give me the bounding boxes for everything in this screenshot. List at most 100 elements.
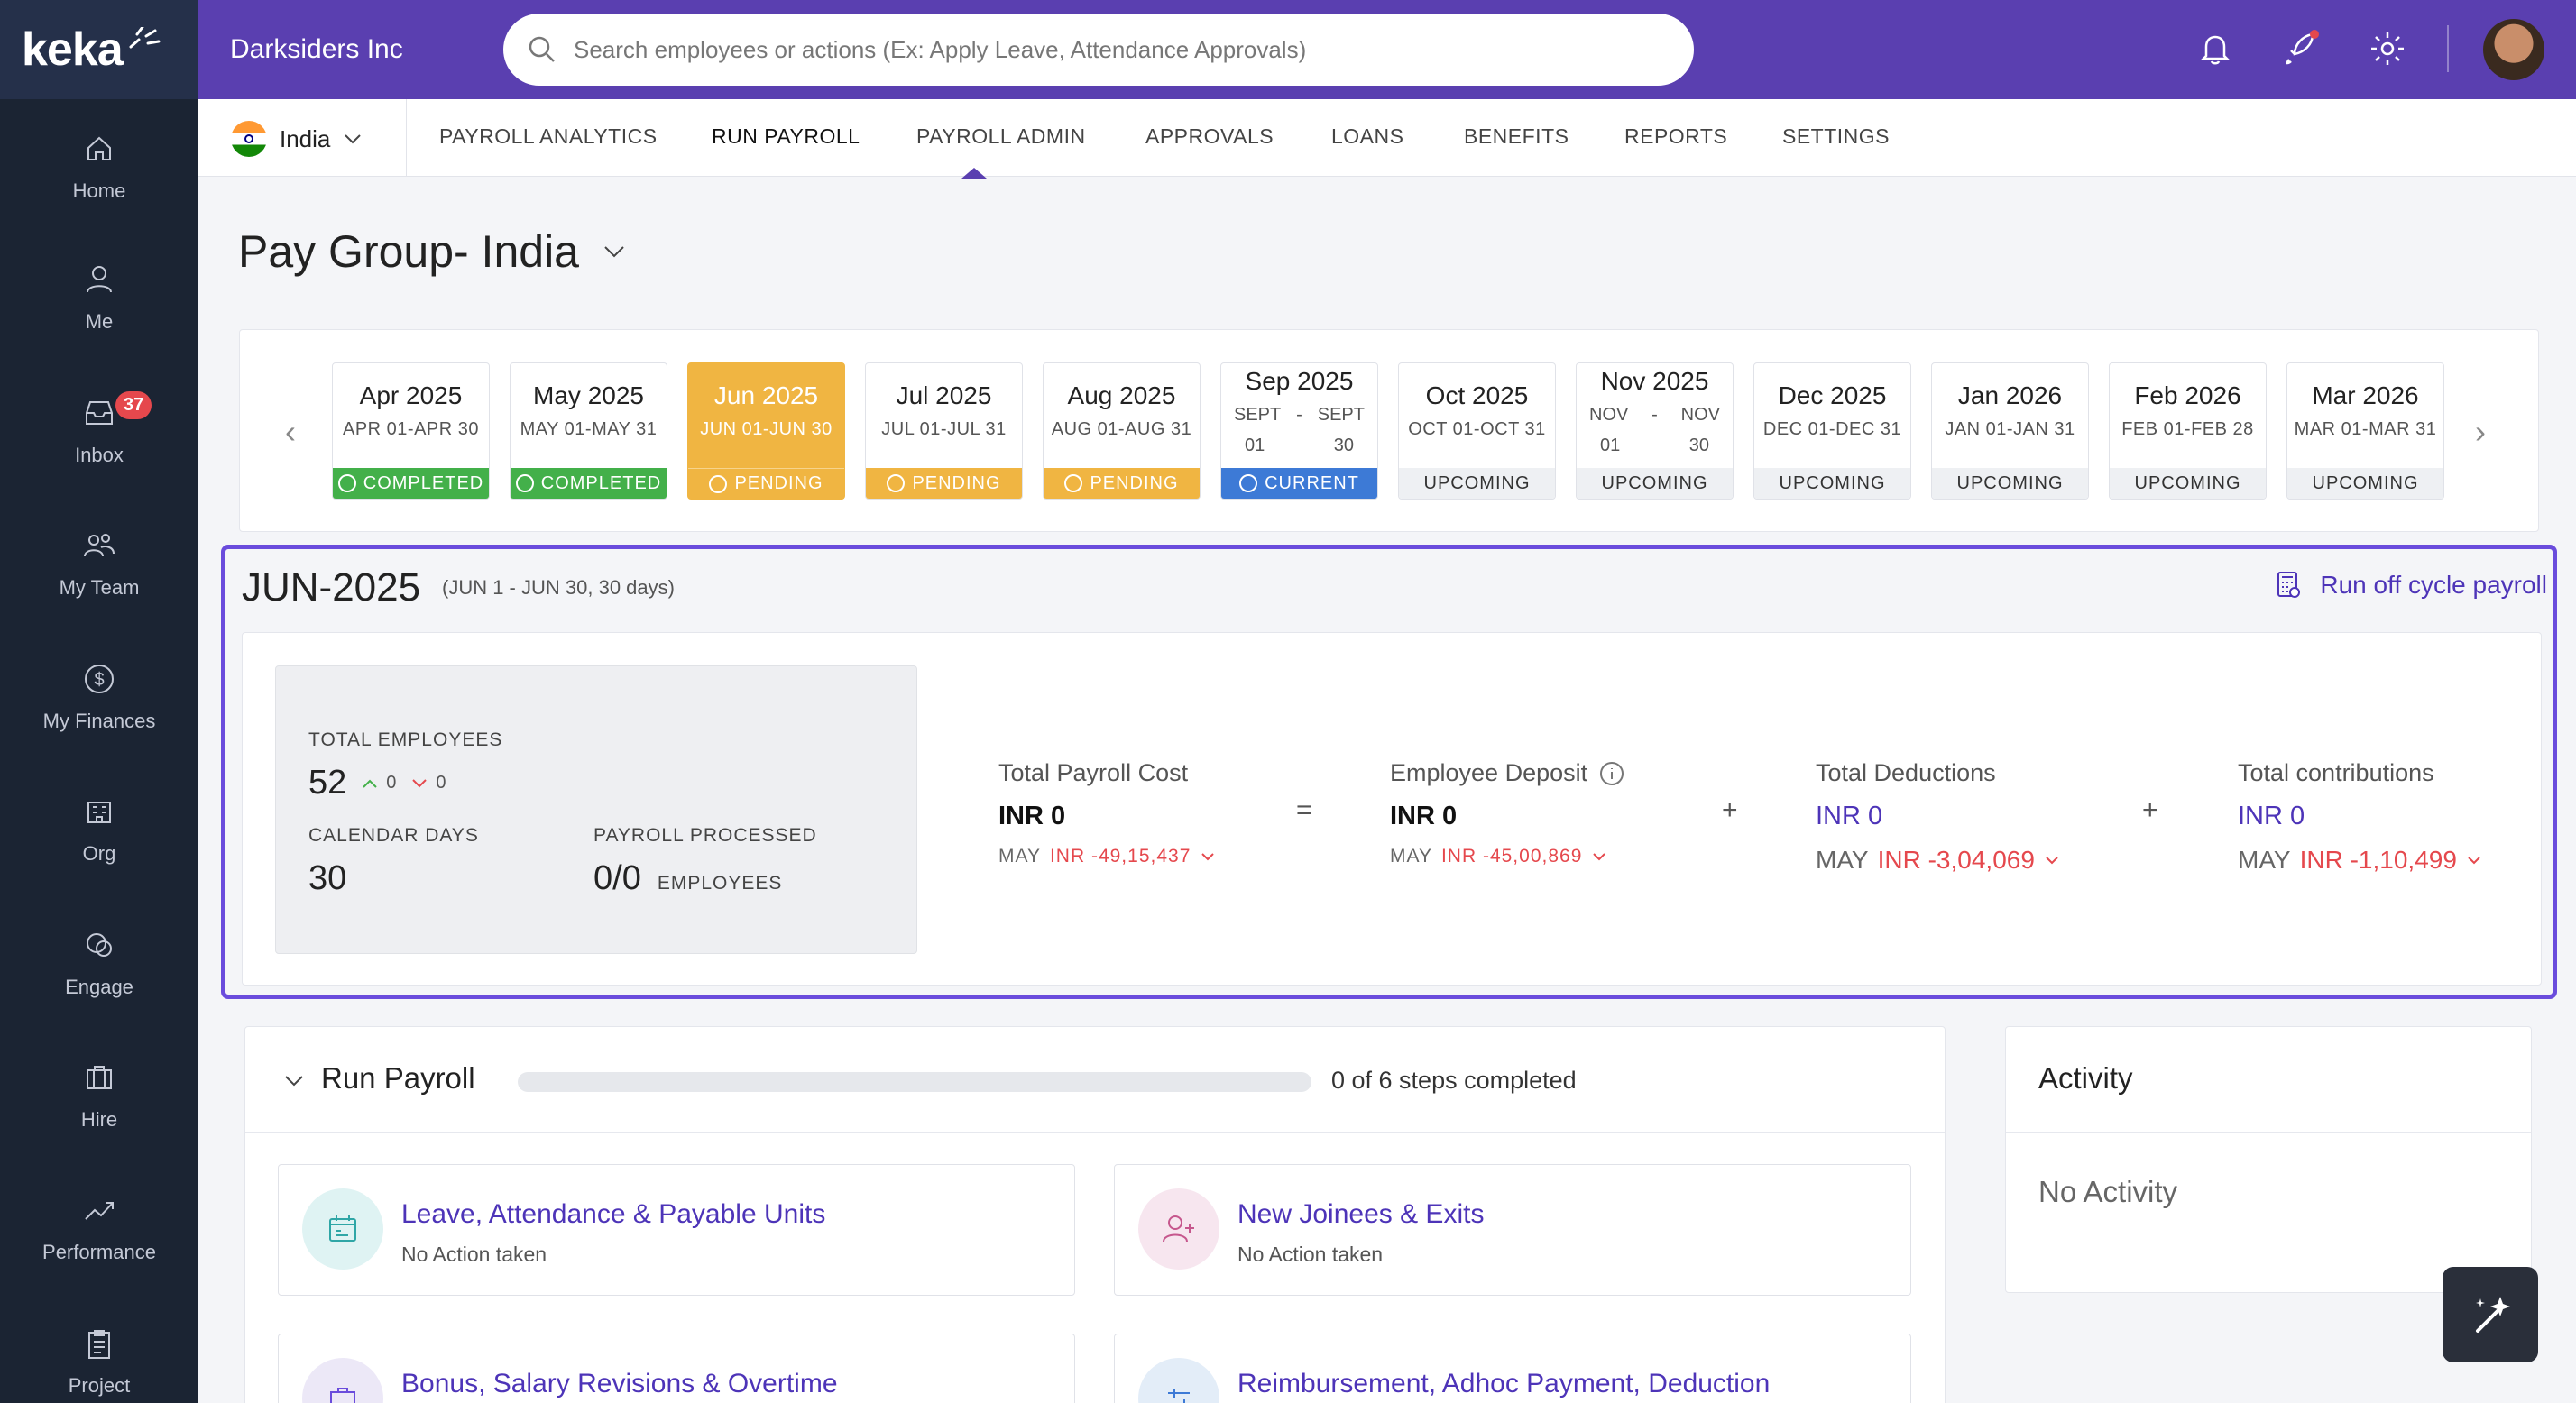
search-icon xyxy=(529,36,555,62)
chevron-left-icon[interactable]: ‹ xyxy=(285,413,296,450)
tab-benefits[interactable]: BENEFITS xyxy=(1464,124,1569,148)
inbox-icon xyxy=(86,401,113,425)
month-card[interactable]: Jul 2025 JUL 01-JUL 31 PENDING xyxy=(865,362,1023,500)
search-input[interactable] xyxy=(574,35,1694,64)
logo[interactable]: keka xyxy=(0,0,198,99)
tab-loans[interactable]: LOANS xyxy=(1331,124,1404,148)
month-card[interactable]: Jan 2026 JAN 01-JAN 31 UPCOMING xyxy=(1931,362,2089,500)
sidebar-item-engage[interactable]: Engage xyxy=(0,927,198,1044)
sidebar-item-performance[interactable]: Performance xyxy=(0,1192,198,1309)
month-name: Jul 2025 xyxy=(896,381,992,409)
prev-label: MAY xyxy=(998,846,1041,867)
sidebar-item-my-team[interactable]: My Team xyxy=(0,527,198,645)
month-card[interactable]: Apr 2025 APR 01-APR 30 COMPLETED xyxy=(332,362,490,500)
info-icon[interactable] xyxy=(1598,760,1625,787)
metric-total-deductions: Total Deductions INR 0 MAY INR -3,04,069 xyxy=(1816,759,2060,875)
month-name: Sep 2025 xyxy=(1245,367,1354,395)
chevron-down-icon[interactable] xyxy=(283,1074,305,1088)
chevron-down-icon xyxy=(604,246,624,258)
month-card[interactable]: May 2025 MAY 01-MAY 31 COMPLETED xyxy=(510,362,667,500)
run-payroll-header: Run Payroll 0 of 6 steps completed xyxy=(245,1027,1945,1133)
status-label: UPCOMING xyxy=(2134,472,2241,493)
month-card[interactable]: Sep 2025 SEPT - SEPT 01 30 CURRENT xyxy=(1220,362,1378,500)
alert-circle-icon xyxy=(709,474,728,493)
month-card[interactable]: Oct 2025 OCT 01-OCT 31 UPCOMING xyxy=(1398,362,1556,500)
sidebar-item-inbox[interactable]: 37 Inbox xyxy=(0,391,198,512)
prev-value: INR -49,15,437 xyxy=(1049,846,1191,867)
sidebar-item-label: Performance xyxy=(42,1241,156,1263)
range-part: NOV xyxy=(1589,405,1629,425)
sidebar-item-org[interactable]: Org xyxy=(0,793,198,911)
sidebar-item-label: Org xyxy=(82,842,116,865)
status-label: PENDING xyxy=(734,473,823,493)
status-badge: PENDING xyxy=(866,468,1022,499)
tab-nav: India PAYROLL ANALYTICS RUN PAYROLL PAYR… xyxy=(198,99,2576,179)
month-name: Oct 2025 xyxy=(1425,381,1529,409)
step-title: New Joinees & Exits xyxy=(1237,1199,1485,1229)
company-name[interactable]: Darksiders Inc xyxy=(230,34,403,64)
bell-icon[interactable] xyxy=(2194,27,2237,70)
period-title: JUN-2025 xyxy=(242,565,421,610)
metric-previous[interactable]: MAY INR -45,00,869 xyxy=(1390,846,1625,867)
metric-previous[interactable]: MAY INR -49,15,437 xyxy=(998,846,1216,867)
country-selector[interactable]: India xyxy=(231,117,388,160)
range-part: 30 xyxy=(1333,436,1354,455)
tab-payroll-admin[interactable]: PAYROLL ADMIN xyxy=(916,124,1086,148)
run-payroll-title: Run Payroll xyxy=(321,1061,475,1095)
sidebar-item-my-finances[interactable]: $ My Finances xyxy=(0,661,198,778)
status-label: UPCOMING xyxy=(1423,472,1531,493)
gear-icon[interactable] xyxy=(2366,27,2409,70)
month-card-selected[interactable]: Jun 2025 JUN 01-JUN 30 PENDING xyxy=(687,362,845,500)
chevron-right-icon[interactable]: › xyxy=(2475,413,2486,450)
month-card[interactable]: Dec 2025 DEC 01-DEC 31 UPCOMING xyxy=(1753,362,1911,500)
rocket-icon[interactable] xyxy=(2278,27,2322,70)
metric-value-link[interactable]: INR 0 xyxy=(1816,802,1883,830)
step-leave-attendance[interactable]: Leave, Attendance & Payable Units No Act… xyxy=(278,1164,1075,1296)
page-title[interactable]: Pay Group- India xyxy=(238,225,626,278)
prev-value: INR -1,10,499 xyxy=(2299,846,2457,874)
month-name: Jun 2025 xyxy=(713,381,819,409)
avatar[interactable] xyxy=(2483,19,2544,80)
tab-payroll-analytics[interactable]: PAYROLL ANALYTICS xyxy=(439,124,658,148)
sidebar-item-me[interactable]: Me xyxy=(0,261,198,379)
payroll-processed-row: 0/0 EMPLOYEES xyxy=(593,859,782,898)
step-reimbursement-adhoc[interactable]: Reimbursement, Adhoc Payment, Deduction xyxy=(1114,1334,1911,1403)
metric-value-link[interactable]: INR 0 xyxy=(2238,802,2305,830)
month-range: MAR 01-MAR 31 xyxy=(2294,419,2437,439)
metric-previous[interactable]: MAY INR -1,10,499 xyxy=(2238,846,2482,875)
month-card[interactable]: Aug 2025 AUG 01-AUG 31 PENDING xyxy=(1043,362,1201,500)
search-box[interactable] xyxy=(503,14,1694,86)
sidebar-item-project[interactable]: Project xyxy=(0,1325,198,1403)
status-label: PENDING xyxy=(1090,472,1179,493)
tab-settings[interactable]: SETTINGS xyxy=(1782,124,1891,148)
summary-card: TOTAL EMPLOYEES 52 0 0 CALENDAR DAYS 30 … xyxy=(242,632,2542,986)
sidebar-item-hire[interactable]: Hire xyxy=(0,1059,198,1177)
step-new-joinees-exits[interactable]: New Joinees & Exits No Action taken xyxy=(1114,1164,1911,1296)
top-divider xyxy=(2447,25,2449,72)
logo-text: keka xyxy=(22,23,124,76)
month-card[interactable]: Nov 2025 NOV - NOV 01 30 UPCOMING xyxy=(1576,362,1734,500)
tab-approvals[interactable]: APPROVALS xyxy=(1145,124,1274,148)
tab-run-payroll[interactable]: RUN PAYROLL xyxy=(712,124,860,148)
status-badge: COMPLETED xyxy=(511,468,667,499)
run-off-cycle-payroll-link[interactable]: Run off cycle payroll xyxy=(2275,571,2547,600)
month-range: FEB 01-FEB 28 xyxy=(2121,419,2254,439)
metric-previous[interactable]: MAY INR -3,04,069 xyxy=(1816,846,2060,875)
sidebar-item-home[interactable]: Home xyxy=(0,131,198,248)
activity-panel: Activity No Activity xyxy=(2005,1026,2532,1293)
metric-title: Total Payroll Cost xyxy=(998,759,1189,786)
month-name: Nov 2025 xyxy=(1600,367,1709,395)
calendar-icon xyxy=(302,1188,383,1270)
step-bonus-salary-revisions[interactable]: Bonus, Salary Revisions & Overtime xyxy=(278,1334,1075,1403)
prev-label: MAY xyxy=(1390,846,1432,867)
metric-title: Total Deductions xyxy=(1816,759,1996,786)
progress-bar xyxy=(518,1072,1311,1092)
tab-reports[interactable]: REPORTS xyxy=(1624,124,1728,148)
month-card[interactable]: Feb 2026 FEB 01-FEB 28 UPCOMING xyxy=(2109,362,2267,500)
month-range: JAN 01-JAN 31 xyxy=(1945,419,2075,439)
ai-assistant-button[interactable] xyxy=(2443,1267,2538,1362)
month-card[interactable]: Mar 2026 MAR 01-MAR 31 UPCOMING xyxy=(2286,362,2444,500)
range-part: 01 xyxy=(1245,436,1265,455)
metric-value: INR 0 xyxy=(1390,802,1458,830)
off-cycle-label: Run off cycle payroll xyxy=(2320,571,2547,599)
